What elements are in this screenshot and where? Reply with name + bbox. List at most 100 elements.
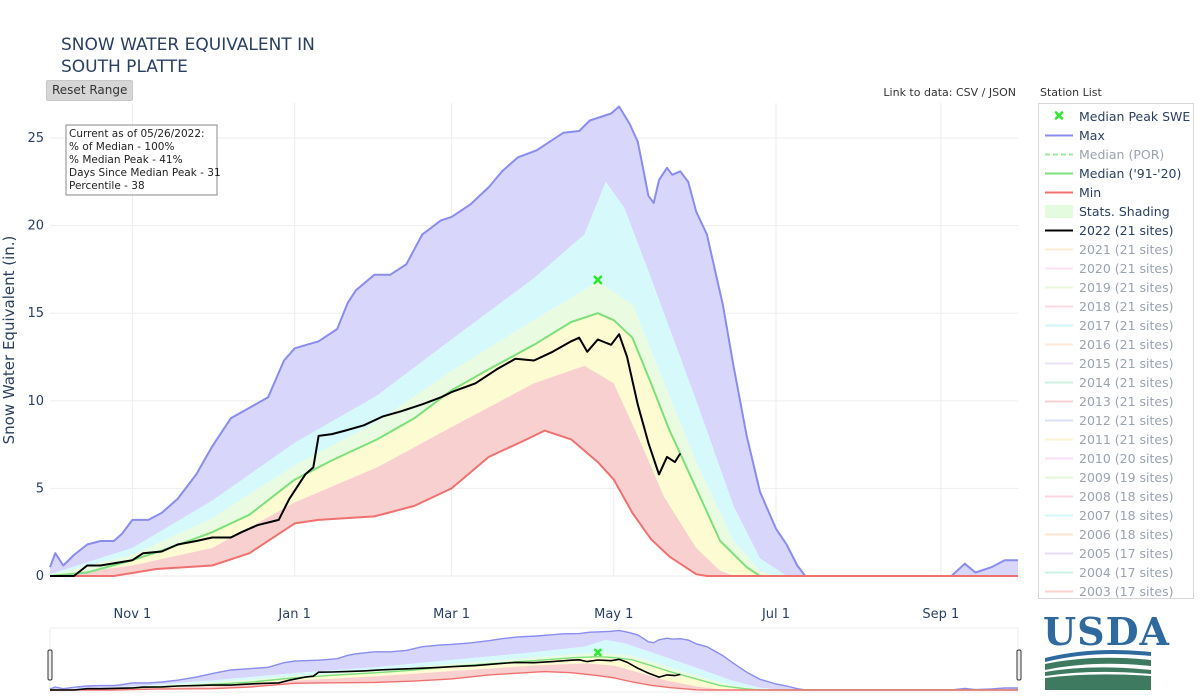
band-red (50, 365, 1018, 576)
legend-item[interactable]: 2006 (18 sites) (1039, 525, 1193, 544)
json-link[interactable]: JSON (988, 86, 1016, 99)
legend-item[interactable]: 2015 (21 sites) (1039, 354, 1193, 373)
range-handle-right (1016, 649, 1022, 681)
chart-title-line2: SOUTH PLATTE (61, 57, 188, 77)
legend-item[interactable]: 2008 (18 sites) (1039, 487, 1193, 506)
data-link-separator: / (981, 86, 986, 99)
legend-label: 2009 (19 sites) (1079, 470, 1174, 485)
y-tick-label: 20 (27, 219, 44, 234)
range-handle-left (47, 649, 53, 681)
median-peak-marker (593, 275, 603, 285)
usda-logo: USDA (1043, 612, 1169, 690)
legend-label: 2016 (21 sites) (1079, 337, 1174, 352)
mini-line-current (50, 658, 681, 691)
legend-item[interactable]: Max (1039, 126, 1193, 145)
legend-symbol (1045, 172, 1073, 175)
series-line-max (49, 105, 1018, 577)
legend-symbol (1045, 438, 1073, 441)
y-tick-label: 0 (36, 569, 44, 584)
mini-line-max (49, 629, 1018, 691)
y-tick-label: 5 (36, 481, 44, 496)
legend-marker-icon (1054, 111, 1064, 120)
legend-label: 2022 (21 sites) (1079, 223, 1174, 238)
info-line-5: Percentile - 38 (69, 180, 145, 192)
x-tick-label: Mar 1 (433, 607, 470, 622)
chart-markers (593, 275, 603, 285)
band-max-purple (50, 106, 1018, 576)
legend-item[interactable]: 2020 (21 sites) (1039, 259, 1193, 278)
legend-symbol (1045, 495, 1073, 498)
legend-label: 2012 (21 sites) (1079, 413, 1174, 428)
legend-symbol (1045, 457, 1073, 460)
legend-item[interactable]: Median (POR) (1039, 145, 1193, 164)
info-line-3: % Median Peak - 41% (69, 154, 183, 166)
legend-symbol (1045, 571, 1073, 574)
legend-symbol (1045, 533, 1073, 536)
stats-shading (50, 106, 1018, 577)
legend-item[interactable]: 2014 (21 sites) (1039, 373, 1193, 392)
chart-axes: 0 5 10 15 20 25 Nov 1 Jan 1 Mar 1 May 1 Jul 1 Sep 1 (27, 131, 959, 622)
legend: Median Peak SWE Max Median (POR) Median ('9… (1038, 103, 1194, 599)
range-slider[interactable] (47, 627, 1022, 693)
legend-item[interactable]: 2004 (17 sites) (1039, 563, 1193, 582)
info-line-1: Current as of 05/26/2022: (69, 128, 205, 140)
legend-symbol (1045, 476, 1073, 479)
legend-label: 2010 (20 sites) (1079, 451, 1174, 466)
csv-link[interactable]: CSV (955, 86, 979, 99)
legend-symbol (1045, 419, 1073, 422)
station-list-link[interactable]: Station List (1040, 86, 1102, 99)
legend-item[interactable]: 2019 (21 sites) (1039, 278, 1193, 297)
legend-label: 2020 (21 sites) (1079, 261, 1174, 276)
legend-label: Max (1079, 128, 1105, 143)
legend-item[interactable]: Stats. Shading (1039, 202, 1193, 221)
legend-item[interactable]: 2016 (21 sites) (1039, 335, 1193, 354)
reset-range-button[interactable]: Reset Range (46, 80, 134, 101)
legend-item[interactable]: 2022 (21 sites) (1039, 221, 1193, 240)
legend-symbol (1045, 552, 1073, 555)
legend-item[interactable]: Median ('91-'20) (1039, 164, 1193, 183)
legend-label: 2015 (21 sites) (1079, 356, 1174, 371)
legend-label: 2021 (21 sites) (1079, 242, 1174, 257)
legend-symbol (1045, 362, 1073, 365)
legend-label: 2019 (21 sites) (1079, 280, 1174, 295)
y-tick-label: 10 (27, 394, 44, 409)
legend-symbol (1045, 343, 1073, 346)
legend-fill-icon (1045, 205, 1073, 218)
legend-item[interactable]: 2012 (21 sites) (1039, 411, 1193, 430)
legend-item[interactable]: 2017 (21 sites) (1039, 316, 1193, 335)
data-links: Link to data: CSV / JSON (883, 86, 1016, 99)
legend-symbol (1045, 381, 1073, 384)
legend-label: 2006 (18 sites) (1079, 527, 1174, 542)
legend-symbol (1045, 514, 1073, 517)
legend-label: Median (POR) (1079, 147, 1165, 162)
mini-band-purple (50, 630, 1018, 690)
legend-item[interactable]: Median Peak SWE (1039, 107, 1193, 126)
legend-item[interactable]: 2011 (21 sites) (1039, 430, 1193, 449)
series-line-median (49, 312, 1018, 577)
legend-symbol (1045, 134, 1073, 137)
legend-label: 2017 (21 sites) (1079, 318, 1174, 333)
y-tick-label: 15 (27, 306, 44, 321)
series-line-current (50, 333, 682, 577)
legend-item[interactable]: 2005 (17 sites) (1039, 544, 1193, 563)
legend-label: Min (1079, 185, 1102, 200)
series-line-min (50, 429, 1018, 577)
legend-symbol (1045, 191, 1073, 194)
legend-label: 2013 (21 sites) (1079, 394, 1174, 409)
legend-item[interactable]: 2009 (19 sites) (1039, 468, 1193, 487)
legend-item[interactable]: 2021 (21 sites) (1039, 240, 1193, 259)
legend-item[interactable]: Min (1039, 183, 1193, 202)
info-line-2: % of Median - 100% (69, 141, 174, 153)
data-link-prefix: Link to data: (883, 86, 953, 99)
legend-item[interactable]: 2013 (21 sites) (1039, 392, 1193, 411)
legend-item[interactable]: 2007 (18 sites) (1039, 506, 1193, 525)
mini-peak-marker (593, 648, 602, 657)
legend-symbol (1045, 248, 1073, 251)
band-yellow (50, 313, 1018, 576)
legend-symbol (1045, 400, 1073, 403)
chart-lines (49, 105, 1018, 577)
legend-item[interactable]: 2003 (17 sites) (1039, 582, 1193, 598)
legend-label: 2007 (18 sites) (1079, 508, 1174, 523)
legend-item[interactable]: 2010 (20 sites) (1039, 449, 1193, 468)
legend-item[interactable]: 2018 (21 sites) (1039, 297, 1193, 316)
